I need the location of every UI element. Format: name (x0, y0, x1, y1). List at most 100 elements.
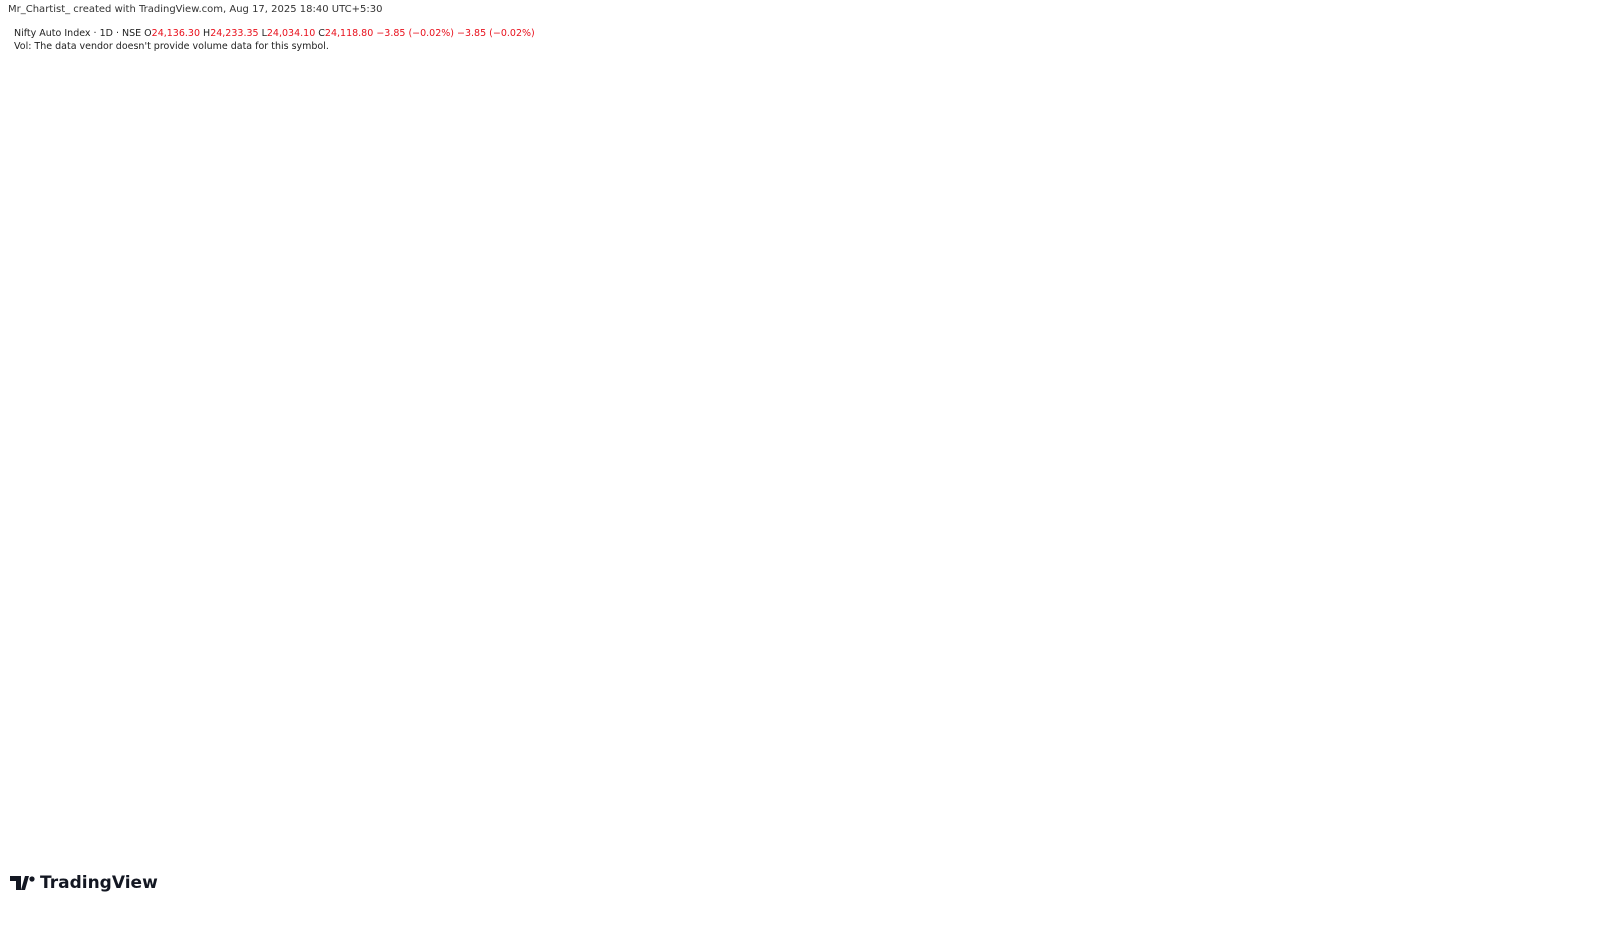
candle-body (266, 402, 271, 435)
candle-body (525, 539, 530, 549)
frame (7, 19, 1561, 861)
candle-body (1115, 374, 1120, 377)
candle-body (14, 127, 19, 146)
candle-body (1139, 415, 1144, 430)
candle-body (1295, 351, 1300, 366)
candle-body (970, 424, 975, 457)
candle-body (832, 749, 837, 782)
candle-body (1343, 388, 1348, 403)
resistance-label: Horizontal Resistance Line [9 Months] (632, 330, 879, 344)
candle-body (489, 466, 494, 485)
candle-body (1229, 360, 1234, 366)
candle-body (766, 562, 771, 586)
candle-body (1000, 347, 1005, 361)
resistance-label-bg (628, 330, 884, 345)
candle-body (639, 557, 644, 581)
symbol: Nifty Auto Index · 1D · NSE (14, 28, 142, 39)
candle-body (904, 498, 909, 517)
candle-body (736, 649, 741, 668)
candle-body (573, 392, 578, 398)
candle-body (585, 392, 590, 412)
candle-body (1289, 351, 1294, 366)
y-tick-label: 20,400.00 (1486, 677, 1550, 692)
candle-body (796, 571, 801, 604)
candle-body (627, 553, 632, 572)
y-tick-label: 21,600.00 (1486, 567, 1550, 582)
candle-body (808, 594, 813, 613)
candle-body (994, 365, 999, 389)
candle-body (170, 356, 175, 366)
candle-body (369, 484, 374, 494)
candle-body (663, 566, 668, 595)
candle-body (880, 566, 885, 595)
candle-body (916, 502, 921, 535)
candle-body (483, 461, 488, 476)
x-tick-label: 2025 (396, 834, 431, 849)
candle-body (164, 365, 169, 384)
x-tick-label: May (918, 834, 944, 849)
candle-body (1391, 370, 1396, 389)
candle-body (1006, 342, 1011, 357)
candle-body (224, 411, 229, 439)
candle-body (32, 145, 37, 201)
currency: INR (1486, 31, 1503, 42)
candle-body (1133, 415, 1138, 430)
candle-body (1193, 347, 1198, 357)
candle-body (802, 598, 807, 613)
candle-body (1379, 379, 1384, 403)
candle-body (1301, 347, 1306, 357)
ohlc-fields: O24,136.30 H24,233.35 L24,034.10 C24,118… (144, 28, 376, 39)
candle-body (1277, 347, 1282, 352)
candle-body (952, 438, 957, 448)
candle-body (248, 383, 253, 403)
x-tick-label: Apr (799, 834, 821, 849)
y-tick-label: 20,800.00 (1486, 641, 1550, 656)
candle-body (567, 388, 572, 393)
candle-body (579, 397, 584, 407)
candle-body (302, 356, 307, 371)
candle-body (742, 653, 747, 668)
candle-body (363, 475, 368, 499)
candle-body (1397, 347, 1402, 371)
candle-body (1121, 374, 1126, 421)
candle-body (423, 347, 428, 366)
candle-body (1367, 370, 1372, 380)
legend-key: H (203, 28, 211, 39)
candle-body (964, 479, 969, 517)
candle-body (982, 420, 987, 444)
candle-body (555, 411, 560, 453)
credit: Mr_Chartist_ created with TradingView.co… (8, 4, 383, 15)
candle-body (922, 502, 927, 512)
candle-body (495, 484, 500, 503)
candle-body (934, 475, 939, 512)
y-tick-label: 23,600.00 (1486, 384, 1550, 399)
legend-key: O (144, 28, 152, 39)
candle-body (1097, 374, 1102, 389)
extreme-value-badge (1480, 774, 1558, 795)
candle-body (50, 118, 55, 137)
candle-body (471, 466, 476, 480)
candle-body (1024, 406, 1029, 412)
candle-body (296, 360, 301, 371)
candle-body (314, 365, 319, 380)
y-tick-label: 26,000.00 (1486, 165, 1550, 180)
y-tick-label: 19,600.00 (1486, 750, 1550, 765)
candle-body (1109, 370, 1114, 375)
candle-body (290, 374, 295, 389)
candle-body (116, 337, 121, 357)
candle-body (284, 374, 289, 389)
legend-value: 24,118.80 (324, 28, 374, 39)
consolidation-zone (954, 339, 1413, 461)
candle-body (1331, 374, 1336, 389)
candle-body (128, 388, 133, 412)
candle-body (561, 402, 566, 416)
candle-body (531, 521, 536, 544)
candle-body (1145, 411, 1150, 430)
candle-body (80, 200, 85, 279)
candle-body (1223, 356, 1228, 361)
candle-body (507, 507, 512, 531)
legend-value: 24,233.35 (210, 28, 259, 39)
candle-body (1073, 415, 1078, 430)
